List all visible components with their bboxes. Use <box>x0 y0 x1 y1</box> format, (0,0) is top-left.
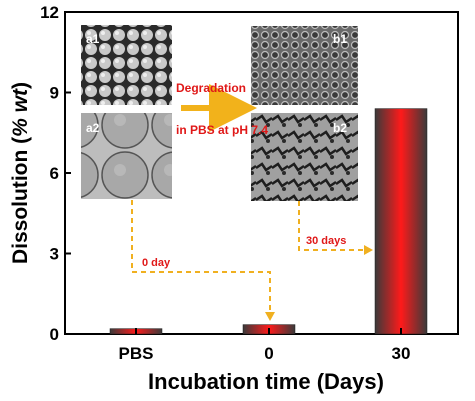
inset-b2-image <box>251 113 358 201</box>
x-tick-label: PBS <box>119 344 154 363</box>
in-pbs-label: in PBS at pH 7.4 <box>176 123 268 137</box>
y-tick-label: 9 <box>50 84 59 103</box>
y-axis-title-unit: % wt <box>9 88 32 137</box>
day0-label: 0 day <box>142 257 171 269</box>
y-tick-label: 12 <box>40 3 59 22</box>
day0-arrow-head <box>265 312 275 321</box>
x-axis-title: Incubation time (Days) <box>148 369 384 394</box>
inset-b1-image <box>251 26 358 105</box>
inset-a1: a1 <box>81 25 172 105</box>
y-tick-label: 3 <box>50 245 59 264</box>
inset-a1-image <box>81 25 172 105</box>
day0-dashed-arrow <box>131 200 271 318</box>
day30-arrow-head <box>364 245 373 255</box>
inset-b1-label: b1 <box>333 32 347 46</box>
inset-a1-label: a1 <box>86 32 100 46</box>
day30-dashed-arrow <box>298 201 368 251</box>
inset-b2: b2 <box>251 113 358 201</box>
bar-30 <box>374 108 428 335</box>
inset-a2: a2 <box>81 113 172 199</box>
y-axis-title-close: ) <box>9 82 32 89</box>
y-axis: 0 3 6 9 12 <box>40 3 71 344</box>
degradation-label: Degradation <box>176 81 246 95</box>
y-axis-title-main: Dissolution ( <box>9 137 32 264</box>
inset-a2-label: a2 <box>86 121 100 135</box>
y-tick-label: 0 <box>50 325 59 344</box>
inset-b2-label: b2 <box>333 121 347 135</box>
x-tick-label: 30 <box>392 344 411 363</box>
y-axis-title: Dissolution (% wt) <box>9 82 32 264</box>
x-tick-label: 0 <box>264 344 273 363</box>
inset-b1: b1 <box>251 26 358 105</box>
inset-a2-image <box>81 113 172 199</box>
day30-label: 30 days <box>306 235 346 247</box>
x-axis: PBS 0 30 <box>119 328 411 363</box>
y-tick-label: 6 <box>50 164 59 183</box>
